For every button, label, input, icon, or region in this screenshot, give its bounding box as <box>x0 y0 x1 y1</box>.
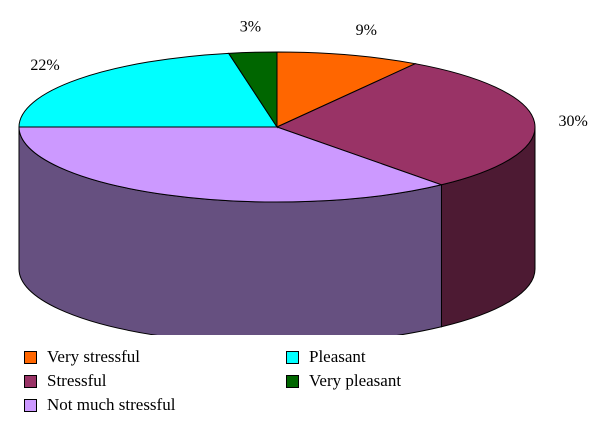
pie-slice-pleasant <box>18 52 278 128</box>
legend-swatch-stressful <box>24 374 37 388</box>
value-label-stressful: 30% <box>558 113 587 130</box>
legend: Very stressful Pleasant Stressful Very p… <box>24 348 584 414</box>
pie-slice-very-stressful <box>276 51 417 128</box>
legend-label-pleasant: Pleasant <box>309 347 366 366</box>
legend-label-not-much-stressful: Not much stressful <box>47 395 176 414</box>
value-label-very-pleasant: 3% <box>240 18 261 35</box>
legend-swatch-pleasant <box>286 350 299 364</box>
legend-item-very-stressful: Very stressful <box>24 348 286 366</box>
legend-item-very-pleasant: Very pleasant <box>286 372 546 390</box>
legend-item-pleasant: Pleasant <box>286 348 546 366</box>
legend-swatch-very-stressful <box>24 350 37 364</box>
legend-item-not-much-stressful: Not much stressful <box>24 396 286 414</box>
legend-swatch-not-much-stressful <box>24 398 37 412</box>
legend-swatch-very-pleasant <box>286 374 299 388</box>
pie-chart: 9%30%36%22%3% <box>18 18 588 335</box>
legend-item-stressful: Stressful <box>24 372 286 390</box>
legend-label-stressful: Stressful <box>47 371 107 390</box>
pie-top-slices <box>18 51 536 203</box>
legend-label-very-stressful: Very stressful <box>47 347 141 366</box>
value-label-very-stressful: 9% <box>356 22 377 39</box>
legend-label-very-pleasant: Very pleasant <box>309 371 402 390</box>
pie-side-walls <box>18 126 536 335</box>
pie-slice-stressful <box>275 63 536 186</box>
pie-slice-very-pleasant <box>227 51 278 129</box>
pie-slice-not-much-stressful <box>18 126 444 203</box>
pie-value-labels: 9%30%36%22%3% <box>30 18 587 130</box>
value-label-pleasant: 22% <box>30 57 59 74</box>
